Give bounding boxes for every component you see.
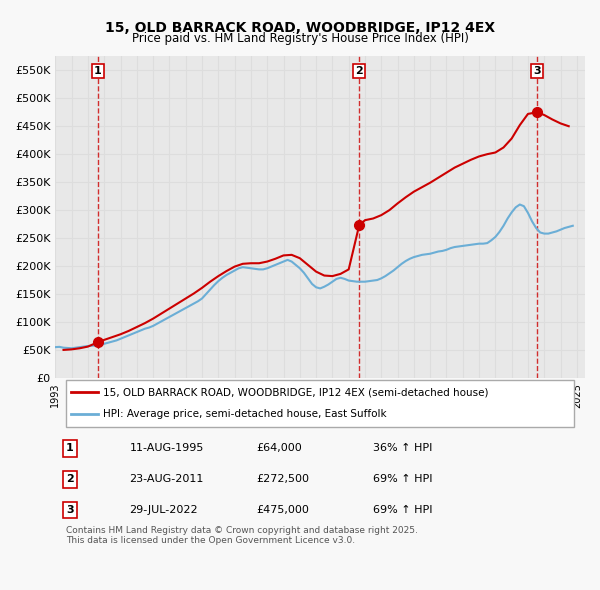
Text: £475,000: £475,000 xyxy=(257,505,310,515)
FancyBboxPatch shape xyxy=(55,56,585,378)
Text: 1: 1 xyxy=(94,66,102,76)
Text: 11-AUG-1995: 11-AUG-1995 xyxy=(130,444,204,454)
Text: 15, OLD BARRACK ROAD, WOODBRIDGE, IP12 4EX (semi-detached house): 15, OLD BARRACK ROAD, WOODBRIDGE, IP12 4… xyxy=(103,388,488,398)
Text: Contains HM Land Registry data © Crown copyright and database right 2025.
This d: Contains HM Land Registry data © Crown c… xyxy=(66,526,418,545)
Text: 2: 2 xyxy=(66,474,74,484)
Text: 69% ↑ HPI: 69% ↑ HPI xyxy=(373,474,433,484)
Text: 3: 3 xyxy=(533,66,541,76)
Text: 69% ↑ HPI: 69% ↑ HPI xyxy=(373,505,433,515)
Text: 36% ↑ HPI: 36% ↑ HPI xyxy=(373,444,433,454)
Text: £64,000: £64,000 xyxy=(257,444,302,454)
Text: 15, OLD BARRACK ROAD, WOODBRIDGE, IP12 4EX: 15, OLD BARRACK ROAD, WOODBRIDGE, IP12 4… xyxy=(105,21,495,35)
Text: HPI: Average price, semi-detached house, East Suffolk: HPI: Average price, semi-detached house,… xyxy=(103,409,386,419)
Text: 29-JUL-2022: 29-JUL-2022 xyxy=(130,505,198,515)
FancyBboxPatch shape xyxy=(66,381,574,427)
Text: Price paid vs. HM Land Registry's House Price Index (HPI): Price paid vs. HM Land Registry's House … xyxy=(131,32,469,45)
Text: £272,500: £272,500 xyxy=(257,474,310,484)
Text: 3: 3 xyxy=(66,505,74,515)
Text: 2: 2 xyxy=(355,66,363,76)
Text: 23-AUG-2011: 23-AUG-2011 xyxy=(130,474,204,484)
Text: 1: 1 xyxy=(66,444,74,454)
